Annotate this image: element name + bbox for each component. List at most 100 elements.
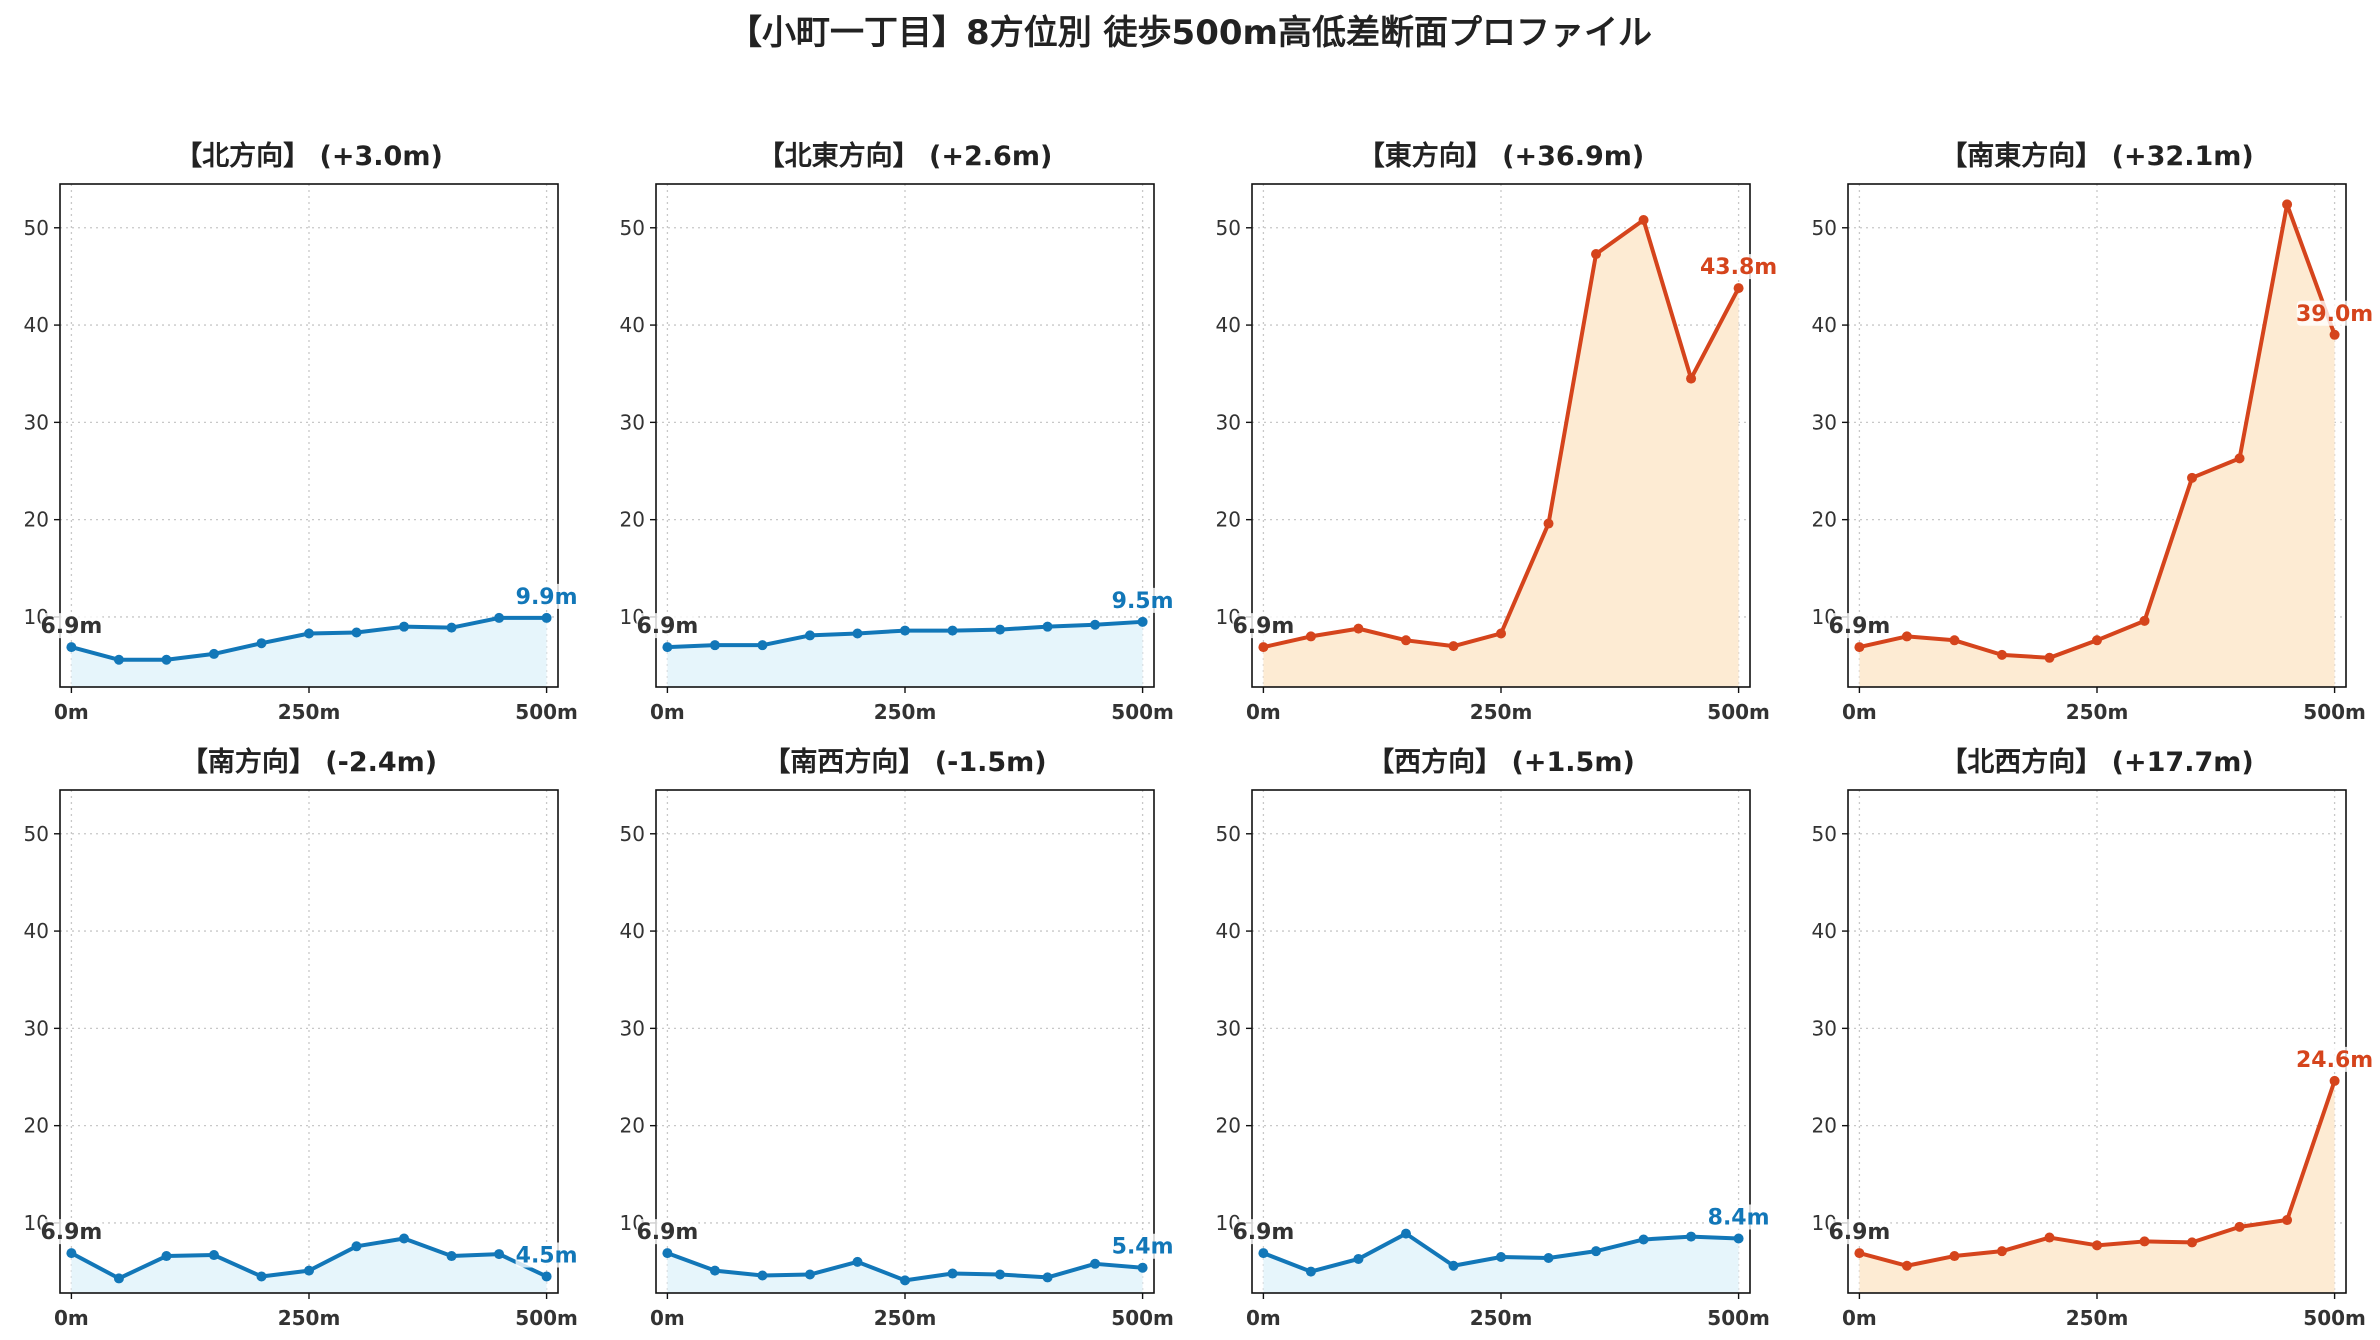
y-tick-label: 30 xyxy=(1216,410,1241,434)
x-tick-label: 0m xyxy=(1246,700,1281,724)
data-point xyxy=(1591,1246,1602,1257)
data-point xyxy=(161,654,172,665)
data-point xyxy=(1543,518,1554,529)
start-elevation-label: 6.9m xyxy=(40,614,102,639)
data-point xyxy=(947,625,958,636)
data-point xyxy=(1137,1262,1148,1273)
x-tick-label: 0m xyxy=(54,1306,89,1330)
data-point xyxy=(995,624,1006,635)
data-point xyxy=(66,1248,77,1259)
data-point xyxy=(351,627,362,638)
data-point xyxy=(852,628,863,639)
data-point xyxy=(2092,635,2102,646)
start-elevation-label: 6.9m xyxy=(1828,1220,1890,1245)
data-point xyxy=(852,1256,863,1267)
panel-title: 【西方向】 (+1.5m) xyxy=(1367,746,1635,778)
data-point xyxy=(1949,635,1960,646)
data-point xyxy=(256,1271,267,1282)
end-elevation-label: 5.4m xyxy=(1112,1235,1174,1260)
elevation-area xyxy=(667,1253,1143,1293)
data-point xyxy=(1854,1248,1865,1259)
y-tick-label: 20 xyxy=(620,1114,645,1138)
data-point xyxy=(1638,1234,1649,1245)
panel-title: 【北方向】 (+3.0m) xyxy=(175,140,443,172)
y-tick-label: 20 xyxy=(1812,508,1837,532)
data-point xyxy=(161,1251,172,1262)
end-elevation-label-bg xyxy=(1707,1204,1770,1230)
end-elevation-label: 39.0m xyxy=(2296,302,2373,327)
data-point xyxy=(2092,1240,2102,1251)
x-tick-label: 500m xyxy=(1707,700,1770,724)
data-point xyxy=(2187,472,2198,483)
data-point xyxy=(1496,628,1506,639)
y-tick-label: 30 xyxy=(1812,1016,1837,1040)
data-point xyxy=(709,1265,720,1276)
data-point xyxy=(256,638,267,649)
elevation-area xyxy=(667,621,1143,687)
start-elevation-label-bg xyxy=(636,613,699,639)
data-point xyxy=(2234,453,2245,464)
x-tick-label: 250m xyxy=(2066,1306,2129,1330)
panel-title: 【北西方向】 (+17.7m) xyxy=(1940,746,2253,778)
x-tick-label: 250m xyxy=(1470,700,1533,724)
data-point xyxy=(1448,641,1459,652)
data-point xyxy=(1543,1252,1554,1263)
data-point xyxy=(1996,649,2007,660)
start-elevation-label: 6.9m xyxy=(40,1220,102,1245)
data-point xyxy=(494,1249,505,1260)
y-tick-label: 30 xyxy=(24,410,49,434)
data-point xyxy=(2139,615,2150,626)
y-tick-label: 50 xyxy=(620,216,645,240)
panel-title: 【南方向】 (-2.4m) xyxy=(181,746,437,778)
x-tick-label: 0m xyxy=(54,700,89,724)
y-tick-label: 50 xyxy=(620,822,645,846)
data-point xyxy=(1137,616,1148,627)
data-point xyxy=(399,1233,410,1244)
end-elevation-label: 9.5m xyxy=(1112,589,1174,614)
x-tick-label: 0m xyxy=(650,1306,685,1330)
elevation-area xyxy=(71,617,547,687)
x-tick-label: 0m xyxy=(1246,1306,1281,1330)
y-tick-label: 20 xyxy=(1216,1114,1241,1138)
start-elevation-label-bg xyxy=(1828,1219,1891,1245)
data-point xyxy=(1090,619,1101,630)
end-elevation-label-bg xyxy=(2296,1046,2373,1072)
data-point xyxy=(304,1265,314,1276)
data-point xyxy=(1090,1258,1101,1269)
data-point xyxy=(757,1270,768,1281)
data-point xyxy=(113,1273,124,1284)
y-tick-label: 30 xyxy=(1216,1016,1241,1040)
start-elevation-label: 6.9m xyxy=(1232,1220,1294,1245)
x-tick-label: 250m xyxy=(874,700,937,724)
data-point xyxy=(304,628,314,639)
start-elevation-label: 6.9m xyxy=(1232,614,1294,639)
y-tick-label: 30 xyxy=(620,1016,645,1040)
y-tick-label: 40 xyxy=(620,313,645,337)
end-elevation-label-bg xyxy=(2296,300,2373,326)
y-tick-label: 40 xyxy=(24,313,49,337)
data-point xyxy=(1258,642,1269,653)
x-tick-label: 250m xyxy=(1470,1306,1533,1330)
x-tick-label: 250m xyxy=(874,1306,937,1330)
data-point xyxy=(399,621,410,632)
data-point xyxy=(2329,329,2340,340)
data-point xyxy=(446,622,457,633)
elevation-area xyxy=(71,1238,547,1293)
elevation-area xyxy=(1263,219,1739,688)
x-tick-label: 500m xyxy=(2303,700,2366,724)
data-point xyxy=(1400,1228,1411,1239)
end-elevation-label: 4.5m xyxy=(516,1243,578,1268)
y-tick-label: 30 xyxy=(24,1016,49,1040)
data-point xyxy=(1901,631,1912,642)
start-elevation-label-bg xyxy=(1828,613,1891,639)
data-point xyxy=(662,642,673,653)
x-tick-label: 0m xyxy=(1842,1306,1877,1330)
end-elevation-label: 43.8m xyxy=(1700,255,1777,280)
